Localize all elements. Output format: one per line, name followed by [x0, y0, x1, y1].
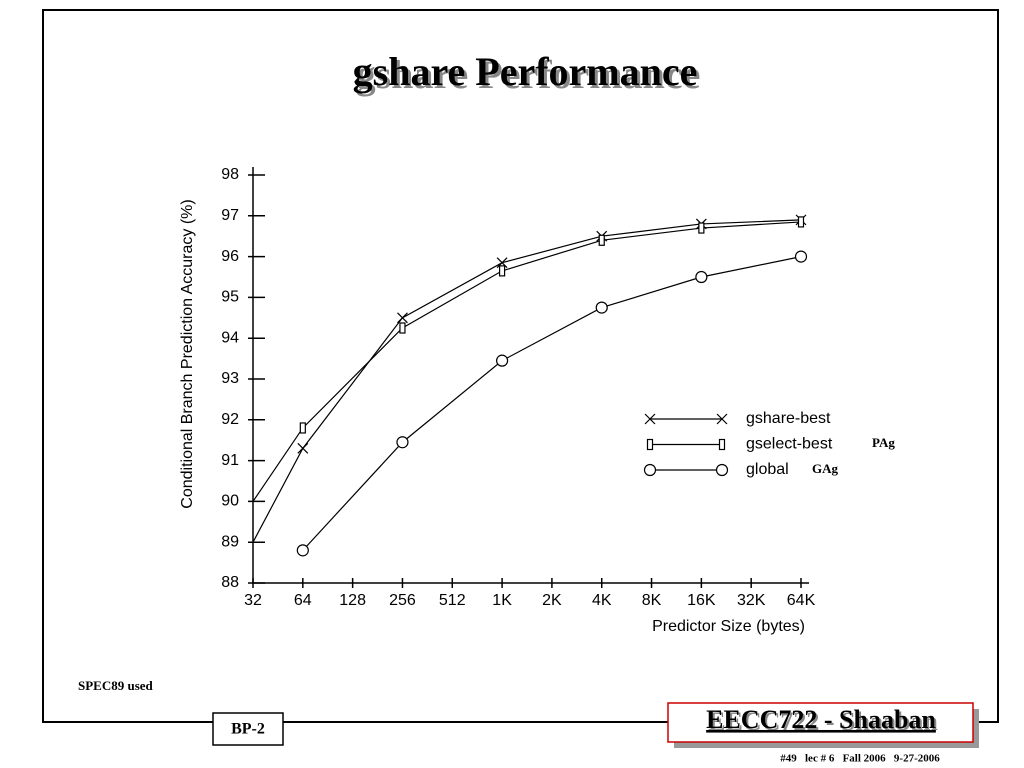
data-point	[397, 312, 408, 324]
data-point	[595, 301, 608, 314]
legend-marker	[643, 463, 657, 477]
series-line	[252, 221, 802, 502]
data-point	[698, 222, 705, 234]
brand-box	[667, 702, 974, 743]
x-tick-label: 256	[389, 592, 416, 609]
data-point	[598, 234, 605, 246]
y-tick-label: 93	[221, 370, 239, 387]
legend-marker	[644, 413, 656, 425]
chart-title: gshare Performance	[353, 49, 698, 94]
x-tick-label: 2K	[542, 592, 562, 609]
annotation: PAg	[872, 435, 895, 450]
data-point	[495, 354, 509, 367]
annotation: GAg	[812, 461, 839, 476]
title-shadow: gshare Performance	[356, 52, 701, 97]
data-point	[299, 422, 306, 434]
data-point	[498, 265, 506, 277]
x-tick-label: 512	[439, 592, 466, 609]
y-tick-label: 88	[221, 574, 239, 591]
brand-shadow-text: EECC722 - Shaaban	[708, 707, 938, 736]
series-line	[252, 219, 802, 543]
legend-marker	[646, 438, 654, 451]
data-point	[296, 544, 309, 557]
data-point	[399, 322, 406, 334]
brand: EECC722 - Shaaban	[706, 705, 936, 734]
x-axis-label: Predictor Size (bytes)	[652, 618, 805, 635]
y-tick-label: 96	[221, 248, 239, 265]
x-tick-label: 64	[294, 592, 312, 609]
x-tick-label: 32K	[737, 592, 766, 609]
y-tick-label: 98	[221, 166, 239, 183]
x-tick-label: 4K	[592, 592, 612, 609]
x-tick-label: 128	[339, 592, 366, 609]
data-point	[297, 442, 309, 454]
data-point	[794, 250, 808, 263]
tag-box	[212, 712, 284, 746]
x-tick-label: 1K	[492, 592, 512, 609]
y-tick-label: 97	[221, 207, 239, 224]
series-line	[302, 256, 802, 551]
x-tick-label: 32	[244, 592, 262, 609]
legend-marker	[715, 463, 729, 477]
x-tick-label: 16K	[687, 592, 716, 609]
y-tick-label: 90	[221, 493, 239, 510]
x-tick-label: 64K	[787, 592, 816, 609]
y-tick-label: 94	[221, 329, 239, 346]
y-tick-label: 91	[221, 452, 239, 469]
x-tick-label: 8K	[642, 592, 662, 609]
y-tick-label: 95	[221, 289, 239, 306]
y-axis-label: Conditional Branch Prediction Accuracy (…	[179, 199, 196, 508]
y-tick-label: 92	[221, 411, 239, 428]
data-point	[695, 270, 708, 284]
data-point	[797, 216, 805, 228]
legend-label: gshare-best	[746, 410, 831, 427]
data-point	[396, 436, 409, 449]
footer: #49 lec # 6 Fall 2006 9-27-2006	[780, 753, 940, 765]
legend-label: global	[746, 461, 789, 478]
legend-label: gselect-best	[746, 436, 833, 453]
legend-marker	[716, 413, 728, 425]
legend-marker	[718, 438, 726, 451]
note: SPEC89 used	[78, 678, 154, 693]
y-tick-label: 89	[221, 533, 239, 550]
tag: BP-2	[231, 721, 265, 738]
slide-frame	[42, 9, 999, 723]
data-point	[496, 257, 508, 269]
